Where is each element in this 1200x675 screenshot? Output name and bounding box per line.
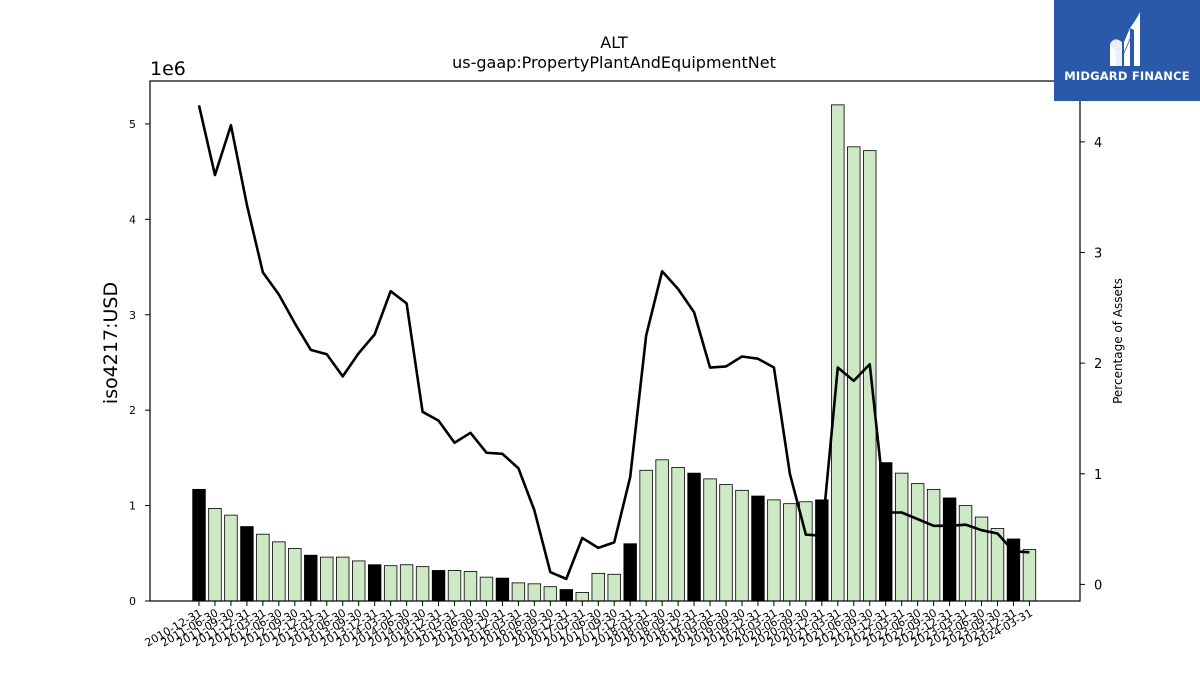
y-tick-label: 2 [129, 404, 136, 417]
y-axis-label: iso4217:USD [100, 282, 122, 404]
pct-assets-line [197, 105, 1030, 581]
y-offset-text: 1e6 [150, 58, 186, 80]
bar [511, 582, 526, 602]
bar [256, 533, 270, 602]
y-axis-ticks: 0 1 2 3 4 5 [129, 118, 150, 608]
bar [543, 586, 558, 602]
chart-title: ALT [600, 33, 628, 52]
bar [383, 565, 398, 602]
bar [479, 576, 494, 602]
bar [847, 146, 861, 602]
bar [783, 503, 797, 602]
y-tick-label: 0 [129, 595, 136, 608]
y2-axis-ticks: 0 1 2 3 4 [1080, 136, 1102, 593]
line-series [197, 105, 1030, 581]
y-tick-label: 4 [129, 213, 136, 226]
bar [926, 488, 941, 602]
bar [272, 541, 286, 602]
bar [607, 573, 621, 602]
bar [687, 472, 701, 602]
y2-tick-label: 2 [1094, 357, 1102, 372]
y-tick-label: 1 [129, 500, 136, 513]
y2-axis-label: Percentage of Assets [1111, 278, 1125, 404]
y2-tick-label: 3 [1094, 246, 1102, 261]
plot-frame [149, 80, 1081, 602]
y2-tick-label: 1 [1094, 468, 1102, 483]
bar [559, 589, 574, 602]
bar [894, 472, 909, 602]
bar [1022, 549, 1037, 602]
bar [958, 505, 973, 602]
bar [399, 564, 414, 602]
bar [703, 478, 717, 602]
bar [288, 548, 302, 602]
bar [527, 583, 542, 602]
bar [224, 514, 238, 602]
bar [351, 560, 366, 602]
bar [815, 499, 829, 602]
bar [415, 566, 430, 602]
bar [575, 592, 589, 602]
bar [735, 489, 749, 602]
x-axis-ticks: 2010-12-312011-06-302011-09-302011-12-31… [143, 601, 1035, 650]
brand-logo: MIDGARD FINANCE [1054, 0, 1200, 101]
brand-name: MIDGARD FINANCE [1064, 69, 1190, 83]
bar [751, 495, 765, 602]
bar [910, 483, 925, 602]
bar [320, 556, 334, 602]
midgard-logo-icon [1110, 12, 1140, 66]
chart-subtitle: us-gaap:PropertyPlantAndEquipmentNet [452, 53, 776, 72]
bar [719, 484, 733, 602]
y2-tick-label: 0 [1094, 578, 1102, 593]
bar [447, 570, 462, 602]
bar [655, 459, 669, 602]
bar [591, 572, 605, 602]
y-tick-label: 3 [129, 309, 136, 322]
bar [336, 556, 350, 602]
bar [831, 104, 845, 602]
bar [192, 488, 206, 602]
bar [942, 497, 957, 602]
bar [639, 469, 653, 602]
y-tick-label: 5 [129, 118, 136, 131]
bar [367, 564, 382, 602]
y2-tick-label: 4 [1094, 136, 1102, 151]
bar [623, 543, 637, 602]
bar [240, 526, 254, 602]
bar [431, 570, 446, 602]
bar [463, 571, 478, 602]
bar [767, 499, 781, 602]
bar [1006, 538, 1021, 602]
bar [208, 508, 222, 602]
bar [671, 467, 685, 602]
bar [495, 577, 510, 602]
bar [304, 554, 318, 602]
